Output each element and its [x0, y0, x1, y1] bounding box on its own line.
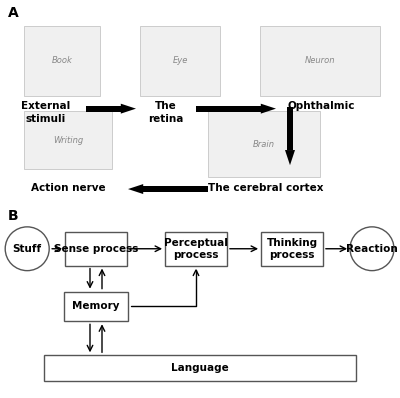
Polygon shape: [128, 184, 143, 194]
Text: Perceptual
process: Perceptual process: [164, 238, 228, 260]
FancyBboxPatch shape: [260, 26, 380, 96]
Text: Writing: Writing: [53, 136, 83, 144]
Polygon shape: [121, 104, 136, 113]
Circle shape: [5, 227, 49, 271]
Text: Brain: Brain: [253, 140, 275, 148]
FancyBboxPatch shape: [287, 107, 293, 150]
Polygon shape: [285, 150, 295, 165]
Text: Stuff: Stuff: [13, 244, 42, 254]
Text: Eye: Eye: [172, 56, 188, 65]
Text: Ophthalmic: Ophthalmic: [288, 101, 356, 111]
FancyBboxPatch shape: [65, 232, 127, 266]
FancyBboxPatch shape: [44, 355, 356, 381]
FancyBboxPatch shape: [64, 291, 128, 322]
Text: The
retina: The retina: [148, 101, 184, 124]
Text: Sense process: Sense process: [54, 244, 138, 254]
FancyBboxPatch shape: [24, 26, 100, 96]
Text: Action nerve: Action nerve: [31, 183, 105, 193]
Polygon shape: [261, 104, 276, 113]
FancyBboxPatch shape: [140, 26, 220, 96]
Text: Neuron: Neuron: [305, 56, 335, 65]
Text: External
stimuli: External stimuli: [21, 101, 71, 124]
Text: Memory: Memory: [72, 301, 120, 312]
Text: A: A: [8, 6, 19, 20]
Text: B: B: [8, 209, 19, 223]
Text: Thinking
process: Thinking process: [266, 238, 318, 260]
Text: Book: Book: [52, 56, 72, 65]
Text: The cerebral cortex: The cerebral cortex: [208, 183, 324, 193]
Text: Language: Language: [171, 363, 229, 373]
FancyBboxPatch shape: [86, 105, 121, 111]
Text: Reaction: Reaction: [346, 244, 398, 254]
FancyBboxPatch shape: [261, 232, 323, 266]
FancyBboxPatch shape: [143, 186, 208, 192]
Circle shape: [350, 227, 394, 271]
FancyBboxPatch shape: [165, 232, 227, 266]
FancyBboxPatch shape: [208, 111, 320, 177]
FancyBboxPatch shape: [24, 111, 112, 169]
FancyBboxPatch shape: [196, 105, 261, 111]
